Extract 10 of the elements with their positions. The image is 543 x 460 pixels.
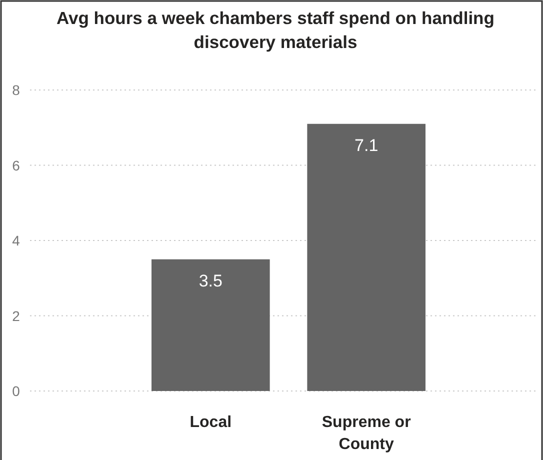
y-tick-label: 0 — [12, 383, 20, 399]
data-label: 7.1 — [354, 136, 378, 155]
chart-title: Avg hours a week chambers staff spend on handling discovery materials — [56, 8, 494, 52]
data-label: 3.5 — [198, 271, 222, 290]
y-tick-label: 8 — [12, 82, 20, 98]
y-tick-label: 6 — [12, 157, 20, 174]
y-tick-label: 4 — [12, 232, 20, 248]
y-tick-label: 2 — [12, 308, 20, 324]
x-tick-label: Supreme or County — [322, 414, 411, 453]
x-tick-label: Local — [190, 414, 232, 431]
